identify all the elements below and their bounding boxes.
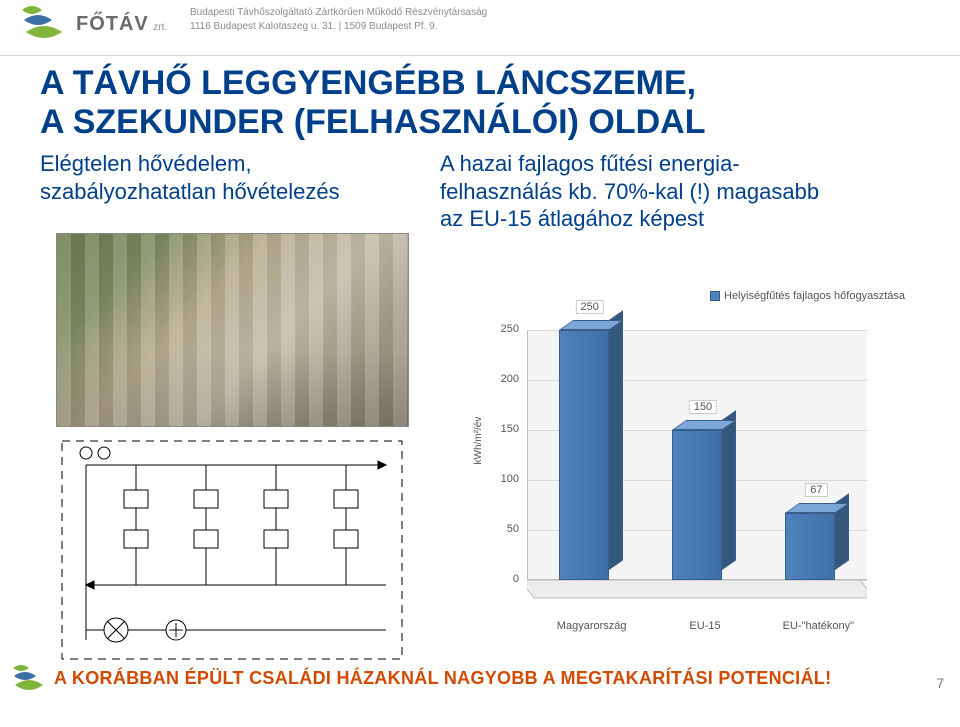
bar-value-label: 150 xyxy=(689,400,717,414)
chart-area: Helyiségfűtés fajlagos hőfogyasztása kWh… xyxy=(445,290,915,670)
brand-main: FŐTÁV xyxy=(76,13,149,35)
header-address: Budapesti Távhőszolgáltató Zártkörűen Mű… xyxy=(190,6,487,34)
title-line-1: A TÁVHŐ LEGGYENGÉBB LÁNCSZEME, xyxy=(40,64,920,103)
slide-page: FŐTÁV zrt. Budapesti Távhőszolgáltató Zá… xyxy=(0,0,960,727)
chart-3d: kWh/m²/év 050100150200250 25015067 Magya… xyxy=(475,320,905,620)
chart-xlabels: Magyarország EU-15 EU-"hatékony" xyxy=(527,620,867,640)
left-text-l1: Elégtelen hővédelem, xyxy=(40,150,420,178)
xtick-label: Magyarország xyxy=(557,620,627,632)
logo-text: FŐTÁV zrt. xyxy=(76,14,167,35)
xtick-label: EU-15 xyxy=(689,620,720,632)
xtick-label: EU-"hatékony" xyxy=(783,620,854,632)
ytick-label: 0 xyxy=(495,573,519,585)
left-text-l2: szabályozhatatlan hővételezés xyxy=(40,178,420,206)
ytick-label: 200 xyxy=(495,373,519,385)
chart-legend: Helyiségfűtés fajlagos hőfogyasztása xyxy=(710,290,905,302)
subtitle-left: Elégtelen hővédelem, szabályozhatatlan h… xyxy=(40,150,420,233)
legend-swatch xyxy=(710,291,720,301)
right-text-l1: A hazai fajlagos fűtési energia- xyxy=(440,150,920,178)
ytick-label: 50 xyxy=(495,523,519,535)
ytick-label: 150 xyxy=(495,423,519,435)
logo-mark xyxy=(20,4,66,44)
subtitle-right: A hazai fajlagos fűtési energia- felhasz… xyxy=(440,150,920,233)
right-text-l3: az EU-15 átlagához képest xyxy=(440,205,920,233)
subtitle-columns: Elégtelen hővédelem, szabályozhatatlan h… xyxy=(0,146,960,233)
aerial-photo-placeholder xyxy=(56,233,409,427)
ytick-label: 100 xyxy=(495,473,519,485)
brand-suffix: zrt. xyxy=(153,22,167,33)
ytick-label: 250 xyxy=(495,323,519,335)
page-number: 7 xyxy=(936,675,944,691)
legend-label: Helyiségfűtés fajlagos hőfogyasztása xyxy=(724,290,905,302)
footer: A KORÁBBAN ÉPÜLT CSALÁDI HÁZAKNÁL NAGYOB… xyxy=(12,663,948,693)
bar-value-label: 250 xyxy=(575,300,603,314)
footer-text: A KORÁBBAN ÉPÜLT CSALÁDI HÁZAKNÁL NAGYOB… xyxy=(54,668,831,689)
footer-logo-mark xyxy=(12,663,46,693)
right-text-l2: felhasználás kb. 70%-kal (!) magasabb xyxy=(440,178,920,206)
brand-name: FŐTÁV zrt. xyxy=(76,14,167,35)
bar-value-label: 67 xyxy=(805,483,827,497)
title-block: A TÁVHŐ LEGGYENGÉBB LÁNCSZEME, A SZEKUND… xyxy=(0,56,960,146)
page-header: FŐTÁV zrt. Budapesti Távhőszolgáltató Zá… xyxy=(0,0,960,56)
chart-floor xyxy=(527,580,867,616)
title-line-2: A SZEKUNDER (FELHASZNÁLÓI) OLDAL xyxy=(40,103,920,142)
header-address-line: 1116 Budapest Kalotaszeg u. 31. | 1509 B… xyxy=(190,20,487,34)
chart-ylabel: kWh/m²/év xyxy=(473,417,484,465)
heating-schematic xyxy=(56,435,409,665)
header-company-line: Budapesti Távhőszolgáltató Zártkörűen Mű… xyxy=(190,6,487,20)
